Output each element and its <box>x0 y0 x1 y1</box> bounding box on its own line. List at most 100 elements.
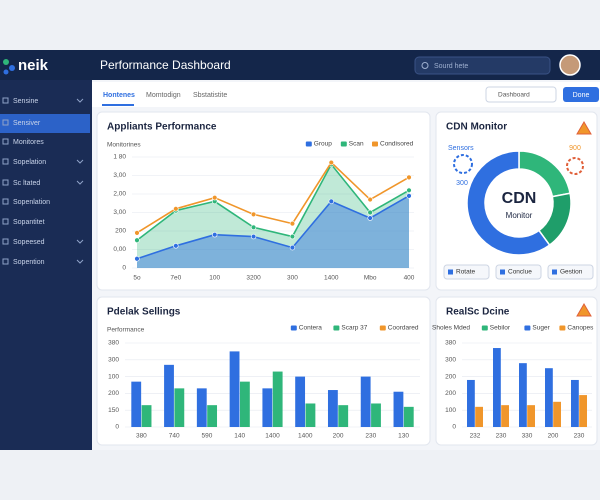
sidebar-item[interactable]: Sopelation <box>13 159 46 166</box>
chevron <box>76 239 84 244</box>
y-tick-label: 100 <box>108 373 119 380</box>
button-label: Done <box>573 92 590 99</box>
bar <box>519 363 527 427</box>
legend-swatch <box>559 325 566 331</box>
sidebar-icon <box>2 218 9 225</box>
tab[interactable]: Sbstatistite <box>193 92 227 99</box>
y-tick-label: 300 <box>445 357 456 364</box>
x-tick-label: 140 <box>234 433 245 440</box>
y-tick-label: 0 <box>115 424 119 431</box>
point <box>289 233 296 240</box>
button-label: Conclue <box>508 269 532 276</box>
y-tick-label: 300 <box>108 357 119 364</box>
x-tick-label: 200 <box>333 433 344 440</box>
x-tick-label: 330 <box>522 433 533 440</box>
bar <box>467 379 475 427</box>
logo <box>3 59 9 65</box>
legend-swatch <box>524 325 531 331</box>
y-tick-label: 380 <box>445 340 456 347</box>
logo <box>9 65 15 71</box>
sidebar-item[interactable]: Sc ltated <box>13 180 40 187</box>
bar <box>174 388 185 427</box>
button-icon <box>448 269 453 275</box>
bar <box>229 351 240 427</box>
point <box>134 230 140 236</box>
sidebar-icon <box>2 238 9 245</box>
point <box>212 232 218 238</box>
donut-center: Monitor <box>506 211 533 220</box>
button[interactable] <box>547 264 594 280</box>
x-tick-label: 1400 <box>265 433 280 440</box>
select[interactable] <box>485 86 557 103</box>
sidebar-item[interactable]: Sensine <box>13 98 38 105</box>
tab[interactable]: Hontenes <box>103 92 135 99</box>
sidebar-item[interactable]: Sopantitet <box>13 219 45 226</box>
button-label: Gestion <box>560 269 583 276</box>
legend-label: Group <box>314 141 332 148</box>
line <box>136 162 410 241</box>
y-tick-label: 0,00 <box>113 246 126 253</box>
sidebar-item[interactable]: Sopenlation <box>13 199 50 206</box>
legend-label: Canopes <box>567 325 594 332</box>
area <box>137 164 409 268</box>
avatar[interactable] <box>559 54 581 76</box>
sidebar-item[interactable]: Monitores <box>13 139 44 146</box>
point <box>367 215 373 221</box>
y-tick-label: 3,00 <box>113 172 126 179</box>
point <box>367 209 373 216</box>
point <box>250 233 257 240</box>
panel-title: RealSc Dcine <box>446 307 510 318</box>
sidebar-item[interactable]: Sopention <box>13 259 45 266</box>
legend-label: Scarp 37 <box>341 325 367 332</box>
point <box>328 159 334 166</box>
x-tick-label: 740 <box>169 433 180 440</box>
left-label: Sensors <box>448 145 474 152</box>
point <box>406 174 412 181</box>
panel <box>435 111 598 291</box>
alert-icon <box>576 303 592 317</box>
bar <box>475 406 483 427</box>
search-placeholder: Sourd hete <box>434 63 468 70</box>
bar <box>164 364 174 427</box>
panel <box>96 111 431 291</box>
bar <box>131 381 142 427</box>
line <box>136 161 410 234</box>
bar <box>207 405 218 427</box>
sidebar-item[interactable]: Sopeesed <box>13 239 45 246</box>
sidebar-icon <box>2 119 9 126</box>
point <box>406 193 412 199</box>
legend-swatch <box>333 325 340 331</box>
bar <box>545 368 553 427</box>
legend-swatch <box>340 141 347 147</box>
bar <box>371 403 381 427</box>
sensor-icon <box>453 154 473 174</box>
y-tick-label: 150 <box>108 407 119 414</box>
button[interactable] <box>443 264 490 280</box>
sidebar-icon <box>2 138 9 145</box>
legend-label: Contera <box>299 325 323 332</box>
x-tick-label: 380 <box>136 433 147 440</box>
legend-swatch <box>305 141 312 147</box>
y-tick-label: 200 <box>445 373 456 380</box>
tab[interactable]: Momtodign <box>146 92 181 99</box>
x-tick-label: 230 <box>574 433 585 440</box>
sidebar-icon <box>2 158 9 165</box>
panel-title: Pdelak Sellings <box>107 307 181 318</box>
y-tick-label: 1 80 <box>113 154 126 161</box>
point <box>406 187 412 194</box>
legend-swatch <box>379 325 386 331</box>
button[interactable] <box>563 87 599 102</box>
bar <box>493 348 501 427</box>
sidebar-active <box>0 114 90 133</box>
sidebar-item[interactable]: Sensiver <box>13 120 41 127</box>
point <box>173 243 179 249</box>
button[interactable] <box>495 264 542 280</box>
bar <box>196 388 207 427</box>
button-icon <box>552 269 557 275</box>
search-box[interactable] <box>414 56 551 75</box>
x-tick-label: 232 <box>470 433 481 440</box>
logo <box>3 69 9 75</box>
x-tick-label: 7e0 <box>170 275 181 282</box>
right-value: 900 <box>569 145 581 152</box>
gear-icon <box>566 157 584 175</box>
